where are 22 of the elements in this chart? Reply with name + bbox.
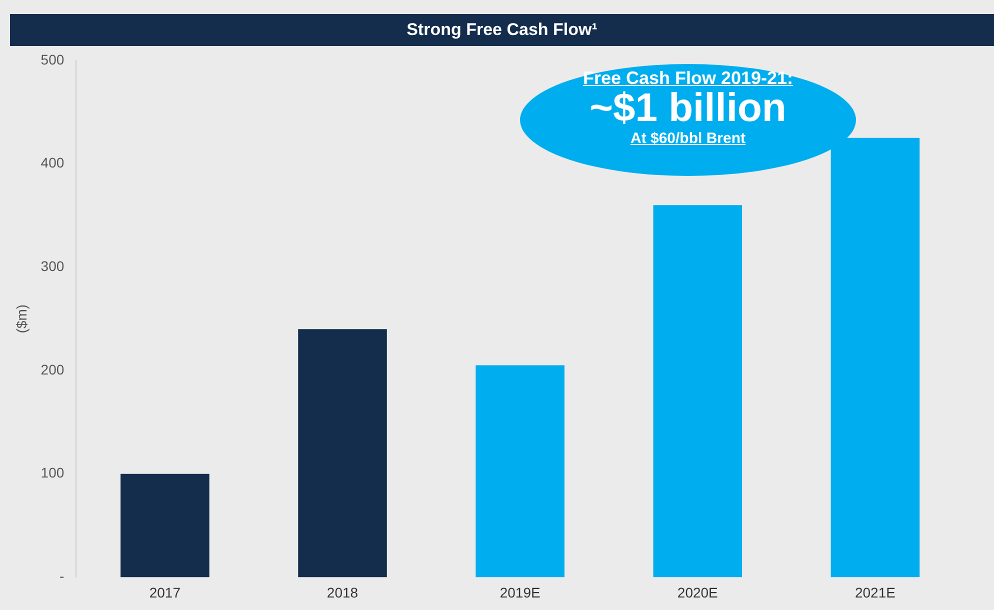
oval-badge: Free Cash Flow 2019-21: ~$1 billion At $60/bbl Brent	[520, 64, 856, 176]
y-tick-label: 200	[40, 361, 64, 378]
x-tick-label: 2017	[149, 584, 181, 600]
x-tick-label: 2020E	[677, 584, 718, 600]
y-tick-label: 100	[40, 464, 64, 481]
y-tick-label: -	[59, 568, 64, 584]
y-tick-label: 400	[40, 154, 64, 171]
chart-title: Strong Free Cash Flow¹	[10, 14, 994, 46]
y-axis-title: ($m)	[13, 304, 30, 334]
bar	[120, 474, 210, 578]
bar	[476, 365, 564, 578]
x-tick-label: 2021E	[854, 584, 896, 600]
bar	[830, 138, 920, 578]
annotation: At $60/bbl Brent	[629, 130, 747, 148]
y-tick-label: 500	[40, 51, 64, 68]
x-tick-label: 2019E	[500, 584, 540, 600]
annotation: ~$1 billion	[588, 86, 788, 130]
y-tick-label: 300	[40, 258, 64, 274]
x-tick-label: 2018	[326, 584, 358, 600]
bar	[298, 329, 387, 578]
annotation: Free Cash Flow 2019-21:	[582, 68, 794, 88]
bar	[653, 205, 742, 578]
